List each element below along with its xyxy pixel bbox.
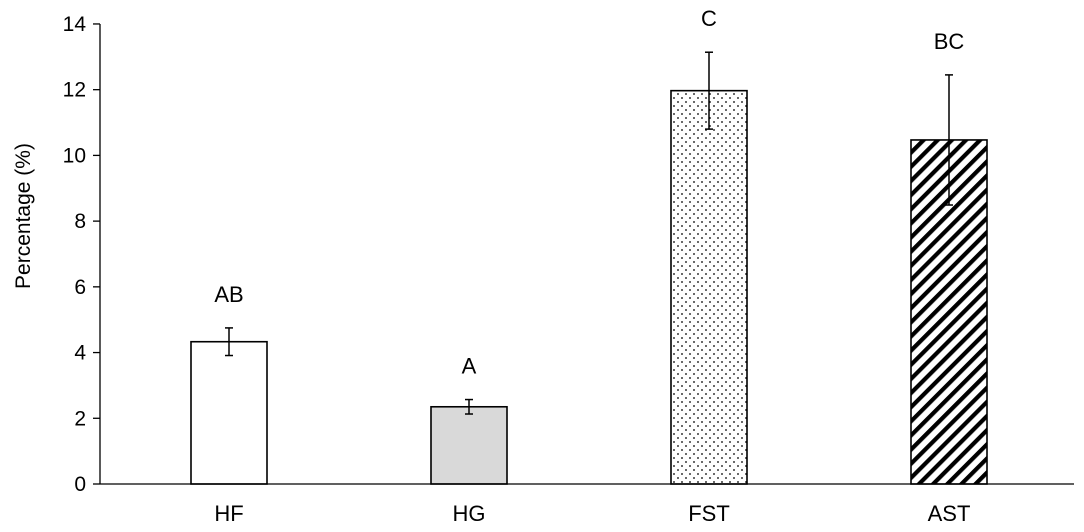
y-axis-title: Percentage (%) [12, 143, 35, 289]
y-tick-label: 6 [74, 276, 86, 299]
bar-fst [670, 89, 748, 485]
significance-label-hg: A [462, 354, 477, 379]
plot-area: 0 2 4 6 8 10 12 14 AB HF A HG C FST BC AST [63, 6, 1074, 526]
y-tick-label: 10 [63, 144, 86, 167]
x-tick-label-hg: HG [453, 501, 486, 526]
x-tick-label-ast: AST [928, 501, 971, 526]
significance-label-fst: C [701, 6, 717, 31]
x-tick-label-hf: HF [214, 501, 243, 526]
bar-hf [190, 340, 268, 485]
y-tick-label: 0 [74, 473, 86, 496]
y-tick-label: 8 [74, 210, 86, 233]
bar-hg [430, 405, 508, 485]
x-tick-label-fst: FST [688, 501, 730, 526]
y-tick-label: 12 [63, 79, 86, 102]
y-tick-label: 2 [74, 407, 86, 430]
significance-label-hf: AB [214, 282, 243, 307]
significance-label-ast: BC [934, 29, 965, 54]
y-tick-label: 14 [63, 13, 87, 36]
y-tick-label: 4 [74, 342, 86, 365]
